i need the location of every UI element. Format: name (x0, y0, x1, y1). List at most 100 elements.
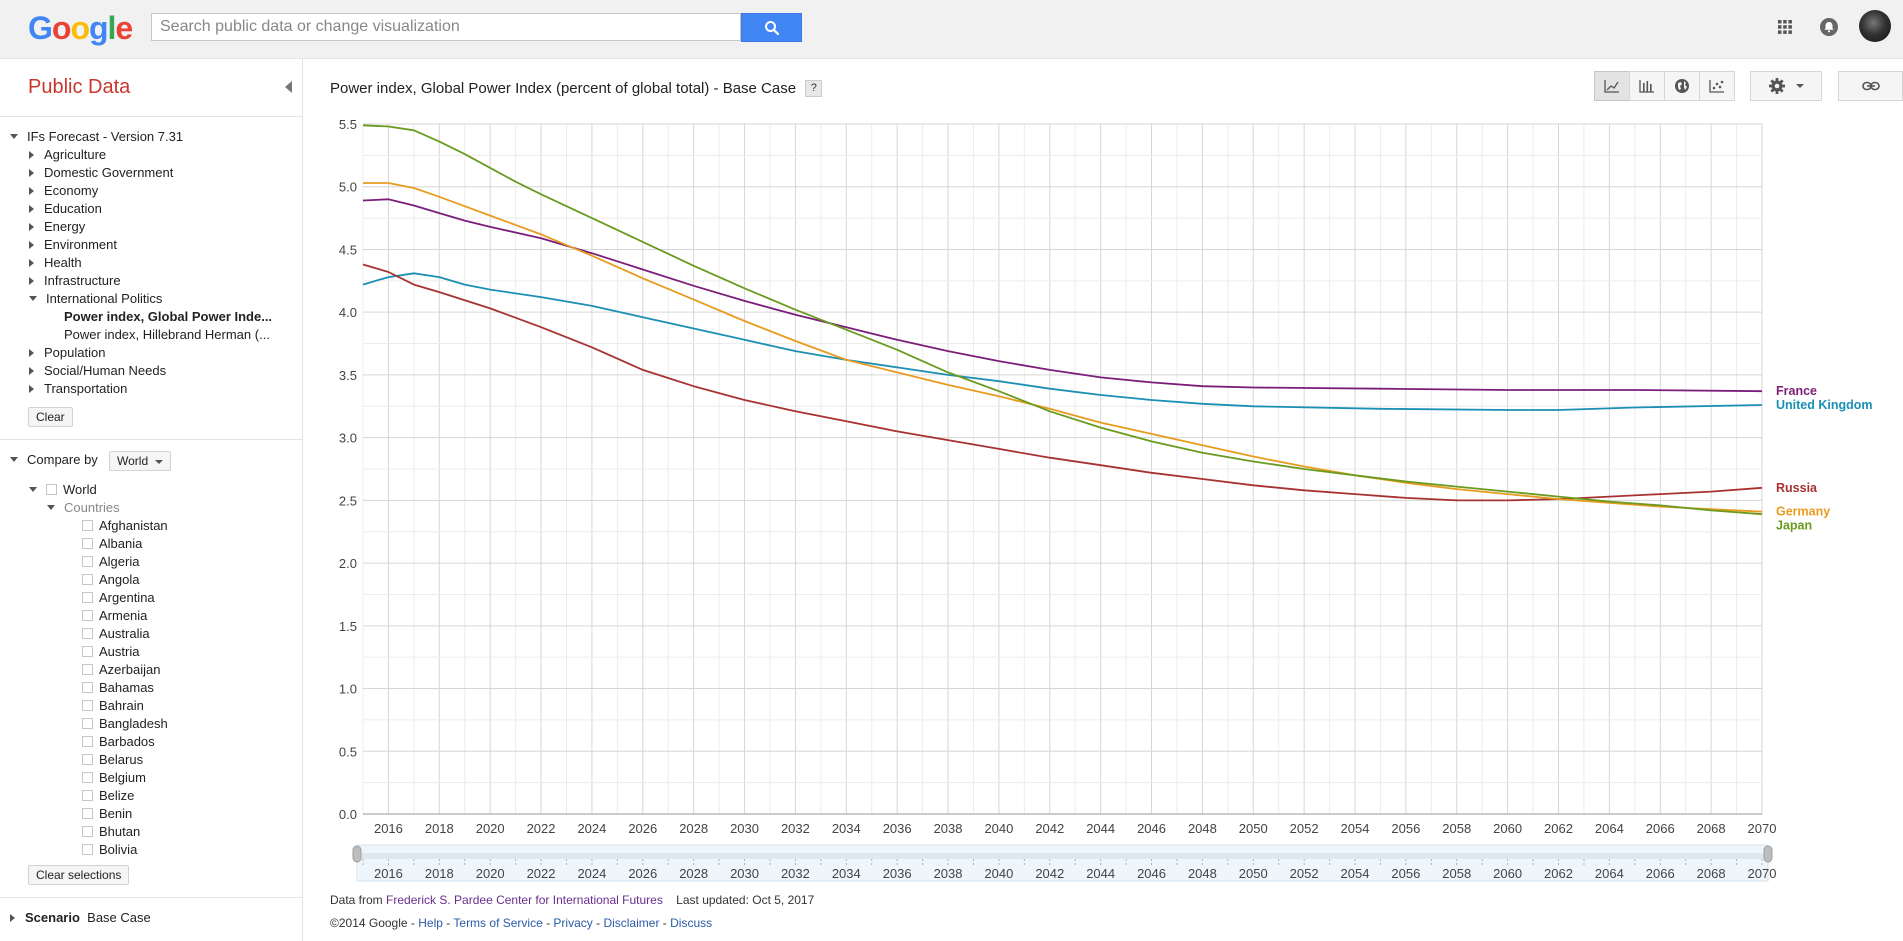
country-item[interactable]: Bahamas (82, 679, 154, 697)
slider-handle-left[interactable] (352, 845, 362, 863)
country-item[interactable]: Benin (82, 805, 132, 823)
scatter-button[interactable] (1699, 71, 1735, 101)
country-item[interactable]: Afghanistan (82, 517, 168, 535)
sidebar-item-category[interactable]: Education (29, 200, 102, 218)
series-line-france[interactable] (362, 198, 1763, 393)
country-checkbox[interactable] (82, 772, 93, 784)
chevron-down-icon (155, 460, 164, 464)
country-checkbox[interactable] (82, 646, 93, 658)
y-tick-label: 1.0 (339, 682, 357, 697)
privacy-link[interactable]: Privacy (553, 916, 593, 930)
time-range-slider[interactable]: 2016 2018 2020 2022 2024 2026 2028 2030 2032 2034… (352, 844, 1776, 882)
country-checkbox[interactable] (82, 610, 93, 622)
search-input[interactable] (152, 14, 740, 40)
help-link[interactable]: Help (418, 916, 443, 930)
sidebar-item-category[interactable]: Agriculture (29, 146, 106, 164)
sidebar-item-category[interactable]: International Politics (29, 290, 162, 308)
world-checkbox[interactable] (46, 484, 57, 496)
country-item[interactable]: Bangladesh (82, 715, 168, 733)
sidebar-item-category[interactable]: Population (29, 344, 105, 362)
country-checkbox[interactable] (82, 736, 93, 748)
slider-tick-label: 2054 (1341, 866, 1370, 881)
x-tick-label: 2058 (1442, 821, 1471, 836)
series-line-russia[interactable] (362, 263, 1763, 502)
x-tick-label: 2042 (1035, 821, 1064, 836)
help-button[interactable]: ? (805, 79, 823, 97)
sidebar-item-category[interactable]: Infrastructure (29, 272, 121, 290)
country-label: Bhutan (99, 824, 141, 839)
google-logo[interactable]: Google (28, 10, 133, 46)
sidebar-item-category[interactable]: Environment (29, 236, 117, 254)
country-item[interactable]: Belize (82, 787, 134, 805)
series-line-germany[interactable] (363, 182, 1763, 513)
country-checkbox[interactable] (82, 520, 93, 532)
country-item[interactable]: Armenia (82, 607, 147, 625)
scenario-row[interactable]: Scenario Base Case (10, 909, 151, 927)
settings-dropdown[interactable] (1750, 71, 1822, 101)
sidebar-item-category[interactable]: Economy (29, 182, 98, 200)
slider-handle-right[interactable] (1763, 845, 1773, 863)
country-checkbox[interactable] (82, 826, 93, 838)
country-checkbox[interactable] (82, 718, 93, 730)
countries-node[interactable]: Countries (47, 499, 120, 517)
clear-selections-button[interactable]: Clear selections (28, 865, 130, 885)
sidebar-item-indicator[interactable]: Power index, Global Power Inde... (64, 308, 272, 326)
country-checkbox[interactable] (82, 682, 93, 694)
search-button[interactable] (741, 13, 802, 42)
y-tick-label: 0.5 (339, 744, 357, 759)
country-label: Bangladesh (99, 716, 168, 731)
country-checkbox[interactable] (82, 538, 93, 550)
map-button[interactable] (1664, 71, 1700, 101)
sidebar-item-category[interactable]: Domestic Government (29, 164, 173, 182)
sidebar-item-indicator[interactable]: Power index, Hillebrand Herman (... (64, 326, 270, 344)
series-line-japan[interactable] (362, 124, 1763, 516)
country-checkbox[interactable] (82, 592, 93, 604)
apps-grid-icon[interactable] (1774, 16, 1796, 38)
country-item[interactable]: Barbados (82, 733, 155, 751)
country-item[interactable]: Bolivia (82, 841, 137, 859)
terms-link[interactable]: Terms of Service (453, 916, 543, 930)
country-item[interactable]: Austria (82, 643, 139, 661)
country-checkbox[interactable] (82, 664, 93, 676)
bell-icon[interactable] (1818, 16, 1840, 38)
country-checkbox[interactable] (82, 700, 93, 712)
country-item[interactable]: Bhutan (82, 823, 140, 841)
collapse-sidebar-icon[interactable] (285, 81, 292, 93)
x-tick-label: 2060 (1493, 821, 1522, 836)
country-item[interactable]: Argentina (82, 589, 155, 607)
country-item[interactable]: Azerbaijan (82, 661, 160, 679)
indicator-label: Power index, Hillebrand Herman (... (64, 327, 270, 342)
country-checkbox[interactable] (82, 628, 93, 640)
country-item[interactable]: Belgium (82, 769, 146, 787)
country-item[interactable]: Belarus (82, 751, 143, 769)
country-checkbox[interactable] (82, 574, 93, 586)
dataset-node[interactable]: IFs Forecast - Version 7.31 (10, 128, 183, 146)
country-checkbox[interactable] (82, 754, 93, 766)
country-item[interactable]: Albania (82, 535, 142, 553)
discuss-link[interactable]: Discuss (670, 916, 713, 930)
country-checkbox[interactable] (82, 556, 93, 568)
copyright: ©2014 Google - (330, 916, 415, 930)
disclaimer-link[interactable]: Disclaimer (603, 916, 660, 930)
source-link[interactable]: Frederick S. Pardee Center for Internati… (386, 893, 663, 907)
clear-button[interactable]: Clear (28, 407, 73, 427)
sidebar-item-category[interactable]: Energy (29, 218, 85, 236)
country-item[interactable]: Australia (82, 625, 150, 643)
country-checkbox[interactable] (82, 790, 93, 802)
country-item[interactable]: Algeria (82, 553, 139, 571)
y-tick-label: 2.5 (339, 493, 357, 508)
line-chart-button[interactable] (1594, 71, 1630, 101)
sidebar-item-category[interactable]: Transportation (29, 380, 127, 398)
category-label: Health (44, 255, 82, 270)
country-checkbox[interactable] (82, 844, 93, 856)
country-item[interactable]: Bahrain (82, 697, 144, 715)
country-checkbox[interactable] (82, 808, 93, 820)
sidebar-item-category[interactable]: Social/Human Needs (29, 362, 166, 380)
country-item[interactable]: Angola (82, 571, 139, 589)
series-line-united-kingdom[interactable] (362, 272, 1763, 411)
avatar[interactable] (1859, 10, 1891, 42)
sidebar-item-category[interactable]: Health (29, 254, 82, 272)
slider-tick-label: 2016 (374, 866, 403, 881)
compare-by-dropdown[interactable]: World (109, 451, 172, 471)
world-node[interactable]: World (29, 481, 97, 499)
